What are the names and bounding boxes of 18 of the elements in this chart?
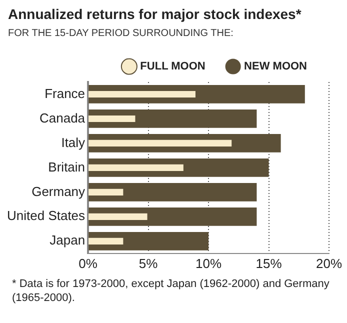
x-tick-label: 15% <box>256 256 282 271</box>
y-tick-label: Italy <box>61 134 86 150</box>
y-tick-label: Canada <box>40 110 86 126</box>
x-tick-label: 0% <box>78 256 98 271</box>
y-tick-label: United States <box>7 208 86 224</box>
text: * Data is for 1973-2000, except Japan (1962-2000) and Germany (1965-2000). <box>11 277 330 305</box>
y-tick-label: Germany <box>32 184 86 199</box>
y-tick-label: France <box>44 86 86 101</box>
y-tick-label: Britain <box>48 159 86 174</box>
x-tick-label: 5% <box>138 256 158 271</box>
chart-title: Annualized returns for major stock indexes* <box>7 5 302 22</box>
legend-label: FULL MOON <box>140 60 206 73</box>
x-tick-label: 20% <box>316 256 342 271</box>
x-tick-label: 10% <box>196 256 222 271</box>
legend-label: NEW MOON <box>244 60 308 73</box>
y-tick-label: Japan <box>50 232 86 248</box>
bar <box>88 183 257 202</box>
chart-subtitle: FOR THE 15-DAY PERIOD SURROUNDING THE: <box>7 27 234 39</box>
